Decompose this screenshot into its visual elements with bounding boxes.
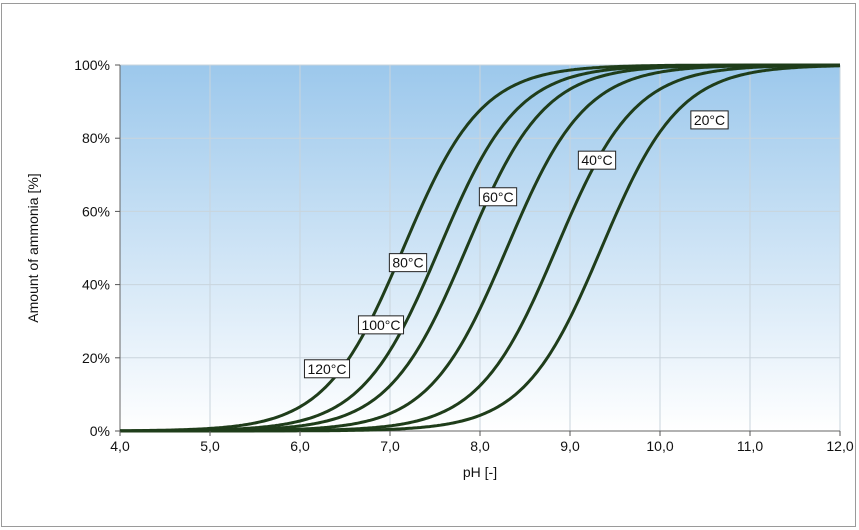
x-axis-ticks: 4,0 5,0 6,0 7,0 8,0 9,0 10,0 11,0 12,0	[110, 431, 854, 454]
x-tick-label: 6,0	[290, 438, 310, 454]
curves	[120, 63, 841, 433]
x-tick-label: 9,0	[560, 438, 580, 454]
y-tick-label: 0%	[90, 423, 110, 439]
y-axis-ticks: 0% 20% 40% 60% 80% 100%	[74, 57, 120, 439]
curve-label-box	[303, 359, 351, 379]
curve-label-text: 120°C	[307, 361, 346, 377]
x-tick-label: 12,0	[826, 438, 853, 454]
y-tick-label: 80%	[82, 130, 110, 146]
x-axis-title: pH [-]	[463, 464, 497, 480]
x-tick-label: 10,0	[646, 438, 673, 454]
x-tick-label: 8,0	[470, 438, 490, 454]
curve-label-20°C: 20°C	[690, 110, 729, 130]
curve-labels: 120°C 100°C 80°C 60°C 40°C 20°C	[303, 110, 729, 379]
curve-label-80°C: 80°C	[388, 253, 428, 273]
curve-label-text: 20°C	[694, 112, 725, 128]
y-tick-label: 40%	[82, 277, 110, 293]
y-tick-label: 20%	[82, 350, 110, 366]
curve-20°C	[120, 64, 841, 433]
y-tick-label: 100%	[74, 57, 110, 73]
curve-label-box	[690, 110, 729, 130]
curve-label-box	[388, 253, 428, 273]
x-tick-label: 5,0	[200, 438, 220, 454]
curve-label-box	[357, 315, 405, 335]
x-tick-label: 11,0	[737, 438, 763, 454]
curve-label-box	[577, 150, 617, 170]
curve-label-box	[478, 187, 518, 207]
curve-label-60°C: 60°C	[478, 187, 518, 207]
curve-label-text: 60°C	[482, 189, 513, 205]
y-axis-title: Amount of ammonia [%]	[25, 173, 41, 322]
curve-label-text: 40°C	[581, 152, 612, 168]
x-tick-label: 4,0	[110, 438, 130, 454]
y-tick-label: 60%	[82, 203, 110, 219]
curve-label-text: 100°C	[361, 317, 400, 333]
curve-label-120°C: 120°C	[303, 359, 351, 379]
curve-label-text: 80°C	[392, 255, 423, 271]
curve-label-100°C: 100°C	[357, 315, 405, 335]
curve-label-40°C: 40°C	[577, 150, 617, 170]
x-tick-label: 7,0	[380, 438, 400, 454]
